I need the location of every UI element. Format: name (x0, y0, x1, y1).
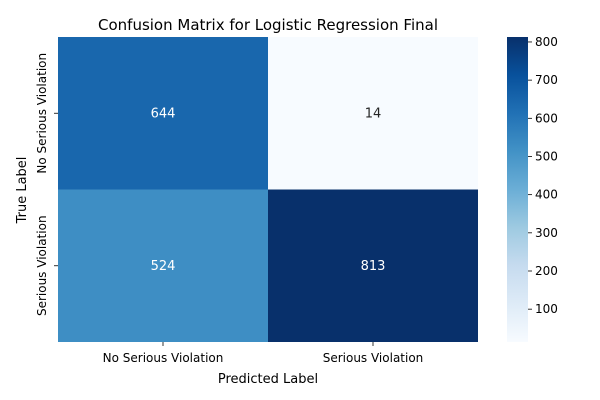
x-tick-label: No Serious Violation (103, 351, 224, 365)
chart-title: Confusion Matrix for Logistic Regression… (98, 16, 438, 34)
colorbar-tick-label: 300 (535, 226, 558, 240)
x-tick-label: Serious Violation (323, 351, 424, 365)
cell-value-label: 14 (365, 106, 382, 121)
cell-value-label: 524 (151, 259, 176, 274)
y-tick-label: No Serious Violation (35, 53, 49, 174)
x-axis-label: Predicted Label (218, 372, 318, 387)
colorbar-tick-label: 800 (535, 35, 558, 49)
colorbar-tick-label: 700 (535, 73, 558, 87)
colorbar-tick-label: 200 (535, 264, 558, 278)
colorbar-ticks: 100 200 300 400 500 600 700 800 (528, 35, 558, 316)
colorbar (507, 37, 528, 342)
colorbar-tick-label: 400 (535, 188, 558, 202)
x-axis-ticks: No Serious Violation Serious Violation (103, 342, 424, 365)
heatmap-cell (58, 37, 268, 190)
y-axis-label: True Label (15, 157, 30, 225)
colorbar-tick-label: 100 (535, 302, 558, 316)
cell-value-label: 644 (151, 106, 176, 121)
heatmap-cell (58, 189, 268, 342)
colorbar-tick-label: 600 (535, 111, 558, 125)
y-tick-label: Serious Violation (35, 215, 49, 316)
y-axis-ticks: No Serious Violation Serious Violation (35, 53, 58, 316)
cell-value-label: 813 (361, 259, 386, 274)
heatmap-cell (268, 37, 478, 190)
heatmap-cell (268, 189, 478, 342)
colorbar-tick-label: 500 (535, 149, 558, 163)
heatmap-cells: 644 14 524 813 (58, 37, 478, 342)
